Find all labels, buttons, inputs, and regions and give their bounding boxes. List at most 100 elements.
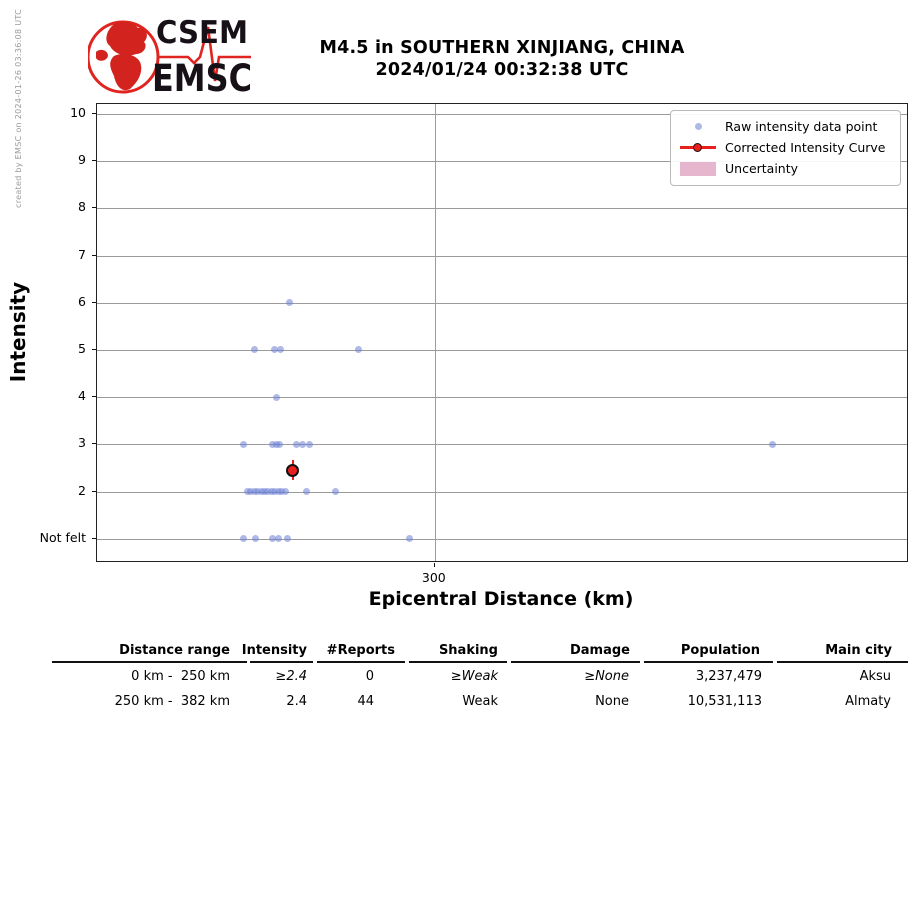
y-tick-label: 9: [78, 152, 86, 168]
table-header-cell: Damage: [569, 643, 630, 658]
table-header-cell: Distance range: [119, 643, 230, 658]
raw-intensity-point: [354, 346, 362, 354]
y-tick-mark: [92, 160, 96, 162]
table-header-cell: Intensity: [241, 643, 307, 658]
legend-label: Raw intensity data point: [725, 119, 878, 134]
table-cell: ≥2.4: [275, 669, 307, 684]
y-tick-mark: [92, 490, 96, 492]
corrected-curve-swatch-icon: [680, 140, 716, 156]
y-tick-mark: [92, 443, 96, 445]
raw-intensity-point: [299, 440, 307, 448]
table-header-rule: [409, 661, 507, 663]
raw-intensity-point: [270, 346, 278, 354]
x-tick-mark: [433, 563, 436, 567]
raw-intensity-point: [240, 535, 248, 543]
raw-intensity-point: [267, 488, 275, 496]
heartbeat-line-icon: [158, 26, 251, 82]
y-tick-label: 5: [78, 340, 86, 356]
gridline: [97, 302, 907, 304]
legend-entry-uncertainty: Uncertainty: [680, 158, 891, 179]
table-header-cell: #Reports: [326, 643, 395, 658]
y-tick-mark: [92, 396, 96, 398]
gridline: [97, 208, 907, 210]
raw-point-swatch-icon: [680, 119, 716, 135]
corrected-intensity-marker: [286, 463, 300, 477]
uncertainty-swatch-icon: [680, 161, 716, 177]
raw-intensity-point: [306, 440, 314, 448]
legend-label: Uncertainty: [725, 161, 799, 176]
y-tick-mark: [92, 301, 96, 303]
raw-intensity-point: [268, 440, 276, 448]
raw-intensity-point: [275, 535, 283, 543]
title-line-event: M4.5 in SOUTHERN XINJIANG, CHINA: [319, 38, 685, 58]
gridline: [97, 444, 907, 446]
logo-text-emsc: EMSC: [152, 57, 252, 98]
table-cell: 2.4: [286, 694, 307, 709]
raw-intensity-point: [273, 393, 280, 401]
gridline: [97, 491, 907, 493]
raw-intensity-point: [246, 488, 254, 496]
figure-title: M4.5 in SOUTHERN XINJIANG, CHINA 2024/01…: [290, 37, 714, 81]
y-tick-label: 2: [78, 482, 86, 498]
x-tick-label: 300: [421, 570, 446, 585]
gridline: [97, 538, 907, 540]
table-cell: 10,531,113: [687, 694, 762, 709]
y-tick-label: Not felt: [39, 529, 86, 545]
title-line-datetime: 2024/01/24 00:32:38 UTC: [375, 60, 629, 80]
table-cell: ≥None: [584, 669, 629, 684]
table-header-rule: [643, 661, 773, 663]
raw-intensity-point: [277, 346, 285, 354]
creation-watermark: created by EMSC on 2024-01-26 03:36:08 U…: [14, 8, 23, 208]
table-header-rule: [510, 661, 640, 663]
raw-intensity-point: [302, 488, 310, 496]
raw-intensity-point: [276, 440, 284, 448]
table-cell: 250 km - 382 km: [114, 694, 230, 709]
gridline: [97, 161, 907, 163]
table-cell: ≥Weak: [450, 669, 498, 684]
y-tick-label: 8: [78, 199, 86, 215]
y-tick-label: 6: [78, 293, 86, 309]
table-cell: 44: [357, 694, 374, 709]
legend-entry-raw: Raw intensity data point: [680, 116, 891, 137]
y-tick-mark: [92, 537, 96, 539]
raw-intensity-point: [332, 488, 340, 496]
logo-text-csem: CSEM: [156, 15, 248, 51]
gridline: [97, 397, 907, 399]
table-cell: 0 km - 250 km: [131, 669, 230, 684]
table-header-rule: [52, 661, 247, 663]
legend-label: Corrected Intensity Curve: [725, 140, 886, 155]
raw-intensity-point: [274, 488, 282, 496]
y-tick-label: 10: [70, 104, 86, 120]
raw-intensity-point: [768, 440, 776, 448]
raw-intensity-point: [286, 299, 294, 307]
raw-intensity-point: [281, 488, 289, 496]
table-header-cell: Shaking: [438, 643, 498, 658]
legend-entry-corrected: Corrected Intensity Curve: [680, 137, 891, 158]
raw-intensity-point: [283, 535, 291, 543]
intensity-distance-plot: Raw intensity data point Corrected Inten…: [96, 103, 908, 562]
table-cell: None: [595, 694, 629, 709]
gridline: [97, 113, 907, 115]
raw-intensity-point: [293, 440, 301, 448]
x-axis-label: Epicentral Distance (km): [368, 588, 634, 610]
raw-intensity-point: [260, 488, 268, 496]
table-cell: Almaty: [845, 694, 891, 709]
y-tick-label: 4: [78, 388, 86, 404]
y-tick-mark: [92, 112, 96, 114]
raw-intensity-point: [272, 440, 280, 448]
raw-intensity-point: [269, 535, 277, 543]
table-header-rule: [250, 661, 313, 663]
gridline: [434, 104, 436, 561]
table-cell: 3,237,479: [695, 669, 762, 684]
raw-intensity-point: [240, 440, 248, 448]
table-cell: Aksu: [859, 669, 891, 684]
raw-intensity-point: [251, 346, 259, 354]
gridline: [97, 255, 907, 257]
gridline: [97, 349, 907, 351]
table-header-rule: [777, 661, 908, 663]
table-header-cell: Population: [680, 643, 760, 658]
table-cell: 0: [365, 669, 374, 684]
y-tick-label: 3: [78, 435, 86, 451]
emsc-logo: CSEM EMSC: [88, 15, 252, 98]
